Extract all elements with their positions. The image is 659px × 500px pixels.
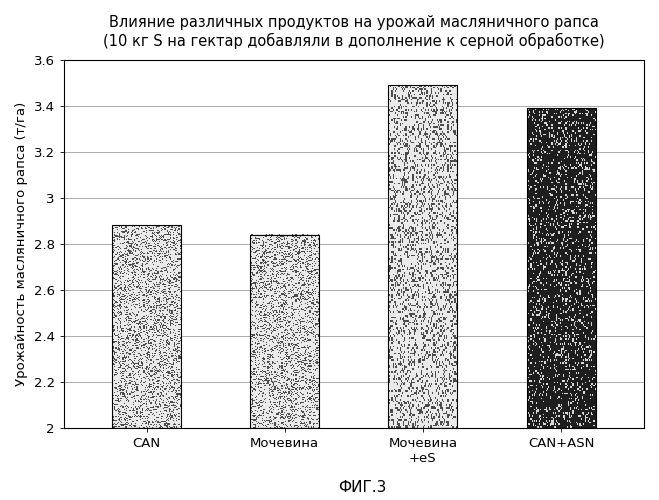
Bar	[527, 108, 596, 428]
Y-axis label: Урожайность масляничного рапса (т/га): Урожайность масляничного рапса (т/га)	[15, 102, 28, 386]
Bar	[112, 226, 181, 428]
Title: Влияние различных продуктов на урожай масляничного рапса
(10 кг S на гектар доба: Влияние различных продуктов на урожай ма…	[103, 15, 605, 49]
Text: ФИГ.3: ФИГ.3	[338, 480, 387, 495]
Bar	[250, 234, 320, 428]
Bar	[388, 85, 457, 428]
